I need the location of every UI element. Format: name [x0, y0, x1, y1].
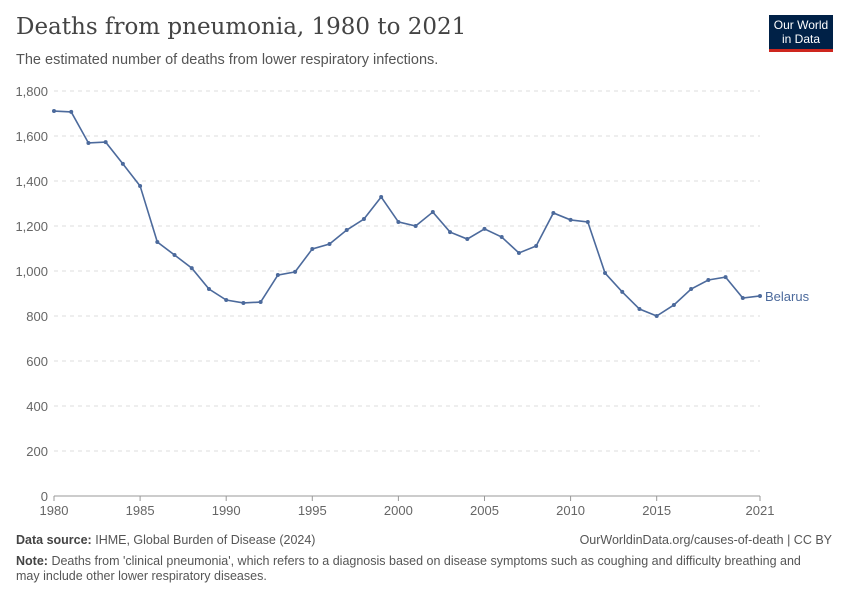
data-point	[568, 217, 573, 222]
y-tick-label: 200	[26, 444, 48, 459]
data-point	[758, 293, 762, 298]
data-point	[430, 210, 435, 215]
series-label: Belarus	[765, 289, 810, 304]
x-tick-label: 1985	[126, 503, 155, 518]
chart-subtitle: The estimated number of deaths from lowe…	[16, 52, 439, 68]
data-point	[361, 217, 366, 222]
data-point	[120, 161, 125, 166]
x-tick-label: 2000	[384, 503, 413, 518]
data-point	[258, 300, 263, 305]
data-point	[344, 228, 349, 233]
data-point	[224, 298, 229, 303]
data-point	[327, 242, 332, 246]
note: Note: Deaths from 'clinical pneumonia', …	[16, 554, 806, 584]
x-tick-label: 2015	[642, 503, 671, 518]
x-tick-label: 1990	[212, 503, 241, 518]
data-point	[603, 271, 608, 276]
data-point	[396, 219, 401, 224]
x-tick-label: 1980	[40, 503, 69, 518]
x-tick-label: 2021	[746, 503, 775, 518]
data-point	[155, 239, 160, 244]
data-point	[241, 300, 246, 305]
data-point	[465, 237, 470, 242]
y-tick-label: 0	[41, 489, 48, 504]
data-point	[534, 244, 539, 249]
data-point	[379, 194, 384, 199]
data-point	[293, 269, 298, 274]
data-point	[138, 183, 143, 188]
source-text[interactable]: IHME, Global Burden of Disease (2024)	[95, 533, 316, 547]
data-point	[740, 296, 745, 300]
data-point	[52, 109, 56, 114]
data-point	[206, 287, 211, 291]
y-tick-label: 1,400	[15, 174, 48, 189]
y-tick-label: 1,200	[15, 219, 48, 234]
data-point	[620, 289, 625, 294]
data-point	[275, 273, 280, 278]
data-point	[172, 253, 177, 258]
data-point	[69, 109, 74, 114]
x-tick-label: 1995	[298, 503, 327, 518]
data-point	[637, 307, 642, 312]
y-tick-label: 1,800	[15, 84, 48, 99]
data-point	[448, 230, 453, 235]
series-line-belarus	[53, 110, 761, 317]
data-point	[723, 275, 728, 280]
data-point	[413, 224, 418, 228]
y-tick-label: 600	[26, 354, 48, 369]
x-tick-label: 2010	[556, 503, 585, 518]
chart-title: Deaths from pneumonia, 1980 to 2021	[16, 14, 467, 40]
data-point	[585, 219, 590, 224]
data-point	[482, 226, 487, 231]
data-point	[310, 246, 315, 251]
data-point	[499, 235, 504, 240]
data-point	[706, 278, 711, 282]
x-tick-label: 2005	[470, 503, 499, 518]
data-point	[516, 251, 521, 255]
note-text: Deaths from 'clinical pneumonia', which …	[16, 554, 801, 583]
source-label: Data source:	[16, 533, 92, 547]
y-tick-label: 800	[26, 309, 48, 324]
data-point	[103, 140, 108, 145]
y-tick-label: 1,600	[15, 129, 48, 144]
data-point	[654, 314, 659, 318]
y-tick-label: 1,000	[15, 264, 48, 279]
source-url[interactable]: OurWorldinData.org/causes-of-death | CC …	[579, 533, 832, 547]
y-tick-label: 400	[26, 399, 48, 414]
owid-logo[interactable]: Our World in Data	[769, 15, 833, 52]
data-point	[189, 266, 194, 271]
data-point	[689, 287, 694, 291]
data-point	[86, 140, 91, 145]
note-label: Note:	[16, 554, 48, 568]
data-source: Data source: IHME, Global Burden of Dise…	[16, 533, 315, 547]
data-point	[551, 210, 556, 215]
data-point	[671, 302, 676, 307]
